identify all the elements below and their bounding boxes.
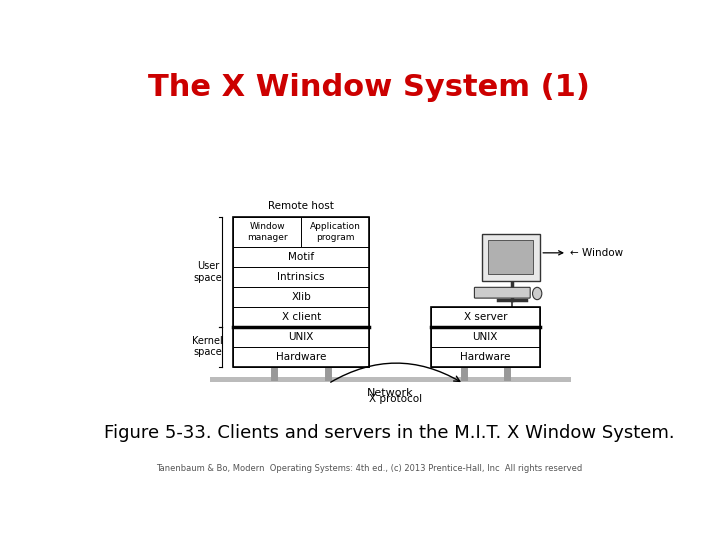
Bar [233, 347, 369, 367]
Text: Figure 5-33. Clients and servers in the M.I.T. X Window System.: Figure 5-33. Clients and servers in the … [104, 424, 675, 442]
Text: Network: Network [367, 388, 413, 398]
Text: Window
manager: Window manager [247, 222, 287, 241]
Bar [233, 217, 301, 247]
Text: Motif: Motif [288, 252, 314, 261]
Bar [301, 217, 369, 247]
Text: X server: X server [464, 312, 507, 322]
Text: Remote host: Remote host [269, 201, 334, 211]
Bar [233, 327, 369, 347]
Text: Intrinsics: Intrinsics [277, 272, 325, 281]
Text: User
space: User space [194, 261, 222, 283]
Text: Application
program: Application program [310, 222, 361, 241]
Bar [431, 307, 539, 367]
Bar [431, 327, 539, 347]
Bar [431, 307, 539, 327]
Bar [488, 240, 534, 274]
Text: Hardware: Hardware [276, 352, 326, 362]
Bar [233, 267, 369, 287]
Text: Xlib: Xlib [292, 292, 311, 301]
Bar [210, 377, 570, 382]
FancyBboxPatch shape [474, 287, 530, 298]
Bar [233, 247, 369, 267]
Text: UNIX: UNIX [472, 332, 498, 342]
Bar [233, 217, 369, 367]
Bar [233, 307, 369, 327]
Text: Hardware: Hardware [460, 352, 510, 362]
Text: The X Window System (1): The X Window System (1) [148, 73, 590, 103]
Ellipse shape [533, 287, 542, 300]
Text: Kernel
space: Kernel space [192, 336, 223, 357]
Text: X protocol: X protocol [369, 394, 423, 404]
Text: ← Window: ← Window [543, 248, 623, 258]
Text: X client: X client [282, 312, 321, 322]
Text: Tanenbaum & Bo, Modern  Operating Systems: 4th ed., (c) 2013 Prentice-Hall, Inc : Tanenbaum & Bo, Modern Operating Systems… [156, 464, 582, 473]
Text: UNIX: UNIX [289, 332, 314, 342]
FancyBboxPatch shape [482, 234, 540, 281]
Bar [233, 287, 369, 307]
Bar [431, 347, 539, 367]
